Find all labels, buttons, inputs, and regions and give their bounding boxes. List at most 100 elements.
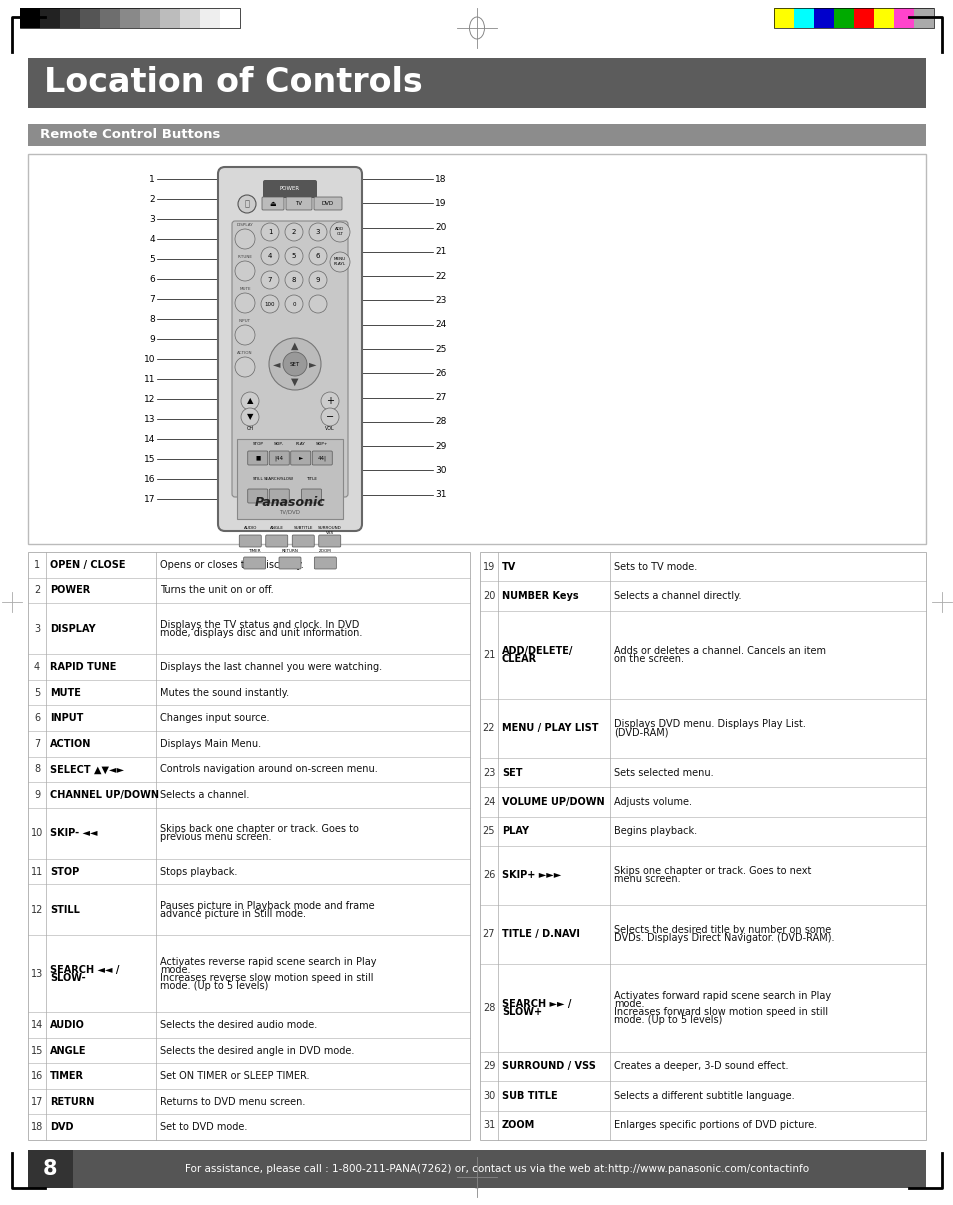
Text: 0: 0 <box>292 301 295 306</box>
Text: 10: 10 <box>30 828 43 839</box>
Text: 9: 9 <box>149 335 154 343</box>
Text: 20: 20 <box>435 223 446 233</box>
Text: INPUT: INPUT <box>50 713 83 723</box>
Text: MUTE: MUTE <box>50 688 81 698</box>
Text: 2: 2 <box>150 194 154 204</box>
FancyBboxPatch shape <box>262 196 284 210</box>
Text: 8: 8 <box>43 1159 57 1178</box>
Circle shape <box>285 223 303 241</box>
Text: Begins playback.: Begins playback. <box>614 827 697 836</box>
FancyBboxPatch shape <box>314 196 341 210</box>
Text: mode.: mode. <box>614 999 644 1009</box>
Circle shape <box>234 293 254 313</box>
Text: 23: 23 <box>435 296 446 305</box>
FancyBboxPatch shape <box>291 451 311 465</box>
FancyBboxPatch shape <box>301 489 321 502</box>
Text: 3: 3 <box>149 214 154 223</box>
Text: Remote Control Buttons: Remote Control Buttons <box>40 129 220 141</box>
Text: Set to DVD mode.: Set to DVD mode. <box>160 1122 247 1133</box>
Text: −: − <box>326 412 334 422</box>
Text: ►: ► <box>309 359 316 369</box>
Text: 5: 5 <box>34 688 40 698</box>
Text: ANGLE: ANGLE <box>50 1046 87 1056</box>
Text: 25: 25 <box>482 827 495 836</box>
Circle shape <box>261 295 278 313</box>
Bar <box>479 552 925 1140</box>
Text: SURROUND / VSS: SURROUND / VSS <box>501 1062 596 1071</box>
Circle shape <box>285 271 303 289</box>
Text: 3: 3 <box>315 229 320 235</box>
Text: CLEAR: CLEAR <box>501 654 537 664</box>
Text: TITLE: TITLE <box>306 477 316 481</box>
Text: 9: 9 <box>315 277 320 283</box>
Text: 31: 31 <box>435 490 446 499</box>
Text: PLAY: PLAY <box>501 827 529 836</box>
Text: Returns to DVD menu screen.: Returns to DVD menu screen. <box>160 1097 305 1106</box>
Text: mode. (Up to 5 levels): mode. (Up to 5 levels) <box>614 1015 721 1024</box>
Text: 7: 7 <box>268 277 272 283</box>
Bar <box>28 154 925 543</box>
Text: R-TUNE: R-TUNE <box>237 255 253 259</box>
Circle shape <box>309 223 327 241</box>
Text: PLAYL: PLAYL <box>334 261 346 266</box>
Text: ⏻: ⏻ <box>244 200 250 208</box>
Text: DISPLAY: DISPLAY <box>50 624 95 634</box>
Text: 5: 5 <box>292 253 295 259</box>
Bar <box>853 8 873 28</box>
Bar <box>833 8 853 28</box>
Text: 1: 1 <box>34 560 40 570</box>
Text: RETURN: RETURN <box>50 1097 94 1106</box>
Bar <box>60 8 80 28</box>
Text: 8: 8 <box>292 277 296 283</box>
Text: 6: 6 <box>34 713 40 723</box>
Bar <box>100 8 120 28</box>
Text: 7: 7 <box>149 294 154 304</box>
FancyBboxPatch shape <box>269 489 289 502</box>
Bar <box>773 8 933 28</box>
Circle shape <box>234 261 254 281</box>
Text: 25: 25 <box>435 345 446 353</box>
FancyBboxPatch shape <box>314 557 336 569</box>
Text: SUB TITLE: SUB TITLE <box>501 1091 558 1101</box>
Text: ◄: ◄ <box>273 359 280 369</box>
Text: 2: 2 <box>292 229 295 235</box>
Text: 2: 2 <box>34 586 40 595</box>
Circle shape <box>283 352 307 376</box>
Text: ACTION: ACTION <box>237 351 253 355</box>
Text: VOL: VOL <box>325 427 335 431</box>
Text: 7: 7 <box>34 739 40 748</box>
Text: 24: 24 <box>482 797 495 807</box>
Text: SKIP+: SKIP+ <box>315 442 328 446</box>
Circle shape <box>261 223 278 241</box>
Text: 17: 17 <box>143 494 154 504</box>
Circle shape <box>309 247 327 265</box>
Text: 15: 15 <box>143 454 154 464</box>
Text: 14: 14 <box>144 435 154 443</box>
Text: 30: 30 <box>435 466 446 475</box>
Text: ANGLE: ANGLE <box>270 527 283 530</box>
Text: AUDIO: AUDIO <box>243 527 256 530</box>
Circle shape <box>269 337 320 390</box>
Text: 17: 17 <box>30 1097 43 1106</box>
Circle shape <box>241 408 258 427</box>
Text: SEARCH/SLOW: SEARCH/SLOW <box>264 477 294 481</box>
Text: VSS: VSS <box>325 531 334 535</box>
Text: 14: 14 <box>30 1019 43 1030</box>
Bar <box>813 8 833 28</box>
Circle shape <box>330 252 350 272</box>
Bar <box>773 8 793 28</box>
Text: ▲: ▲ <box>291 341 298 351</box>
Text: SEARCH ◄◄ /: SEARCH ◄◄ / <box>50 965 119 975</box>
Text: Adds or deletes a channel. Cancels an item: Adds or deletes a channel. Cancels an it… <box>614 646 825 656</box>
Text: 1: 1 <box>268 229 272 235</box>
Text: OPEN / CLOSE: OPEN / CLOSE <box>50 560 126 570</box>
Text: 13: 13 <box>30 969 43 978</box>
Text: ADD: ADD <box>335 227 344 231</box>
Text: 29: 29 <box>435 442 446 451</box>
Text: 28: 28 <box>482 1003 495 1012</box>
Text: ■: ■ <box>254 455 260 460</box>
Bar <box>120 8 140 28</box>
FancyBboxPatch shape <box>263 180 316 198</box>
Text: TV: TV <box>501 562 516 571</box>
Text: STILL: STILL <box>253 477 263 481</box>
